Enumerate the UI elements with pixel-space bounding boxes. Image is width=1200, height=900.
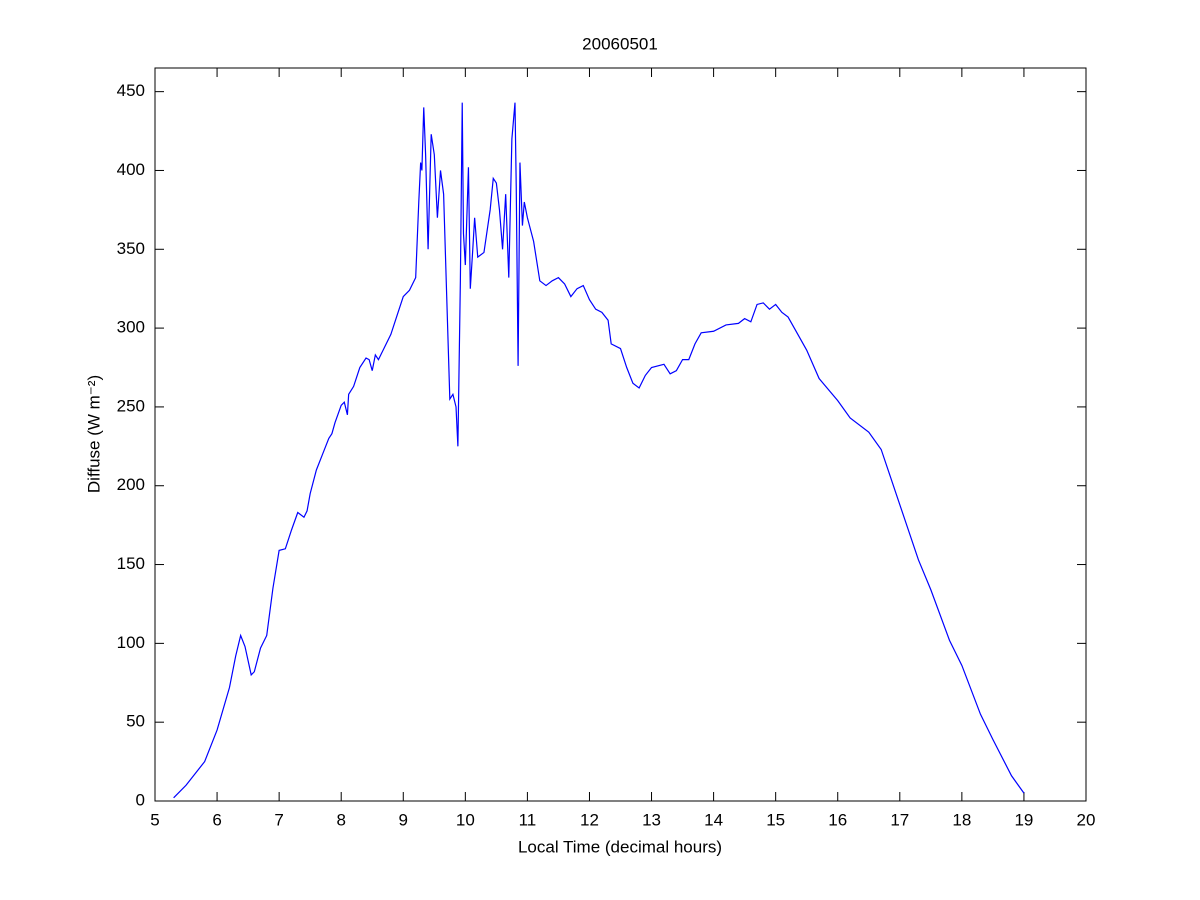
y-tick-label: 400 (117, 160, 145, 179)
x-tick-label: 18 (952, 810, 971, 829)
data-line (173, 102, 1025, 799)
y-tick-label: 250 (117, 396, 145, 415)
x-tick-label: 10 (456, 810, 475, 829)
y-tick-label: 150 (117, 554, 145, 573)
x-tick-label: 9 (399, 810, 408, 829)
x-axis-label: Local Time (decimal hours) (518, 837, 722, 856)
x-tick-label: 20 (1077, 810, 1096, 829)
y-tick-label: 350 (117, 239, 145, 258)
x-tick-label: 7 (274, 810, 283, 829)
x-tick-label: 13 (642, 810, 661, 829)
y-tick-label: 0 (136, 790, 145, 809)
y-tick-label: 300 (117, 318, 145, 337)
x-tick-label: 11 (519, 810, 537, 829)
x-tick-label: 5 (150, 810, 159, 829)
x-tick-label: 17 (890, 810, 909, 829)
chart-title: 20060501 (582, 34, 658, 53)
x-tick-label: 15 (766, 810, 785, 829)
x-tick-label: 14 (704, 810, 723, 829)
y-axis-label: Diffuse (W m⁻²) (84, 375, 103, 493)
x-tick-label: 16 (828, 810, 847, 829)
x-tick-label: 12 (580, 810, 599, 829)
y-tick-label: 450 (117, 81, 145, 100)
plot-box (154, 67, 1087, 802)
x-tick-label: 6 (212, 810, 221, 829)
y-tick-label: 200 (117, 475, 145, 494)
x-tick-label: 19 (1014, 810, 1033, 829)
y-tick-label: 50 (126, 712, 145, 731)
x-tick-label: 8 (336, 810, 345, 829)
y-tick-label: 100 (117, 633, 145, 652)
